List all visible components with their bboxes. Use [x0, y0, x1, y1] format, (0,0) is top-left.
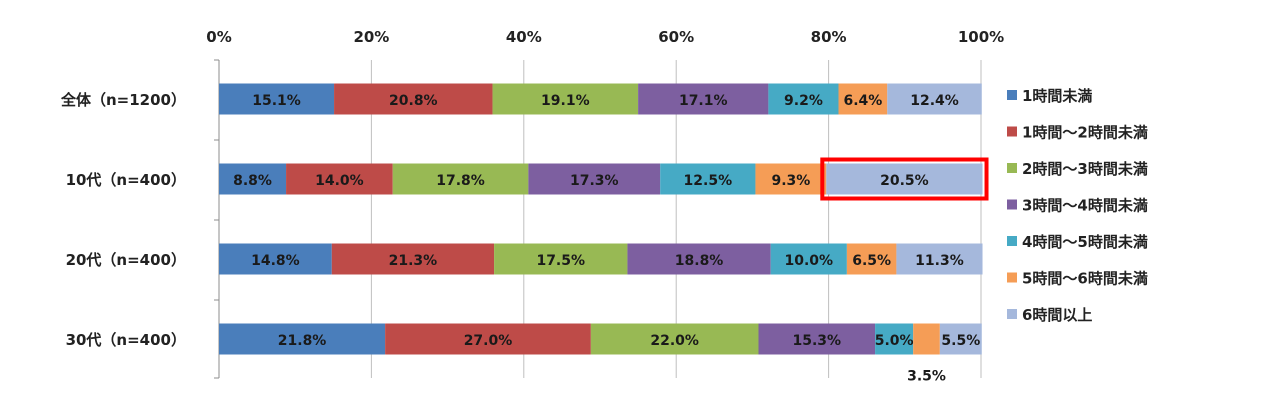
data-label: 20.8% — [389, 93, 438, 109]
x-axis-ticks: 0% 20% 40% 60% 80% 100% — [206, 28, 1004, 46]
legend-label: 3時間～4時間未満 — [1022, 197, 1148, 215]
bar-segment — [758, 323, 876, 355]
legend-label: 2時間～3時間未満 — [1022, 160, 1148, 178]
x-tick-label: 20% — [353, 28, 389, 46]
x-tick-label: 0% — [206, 28, 231, 46]
data-label: 17.8% — [436, 173, 485, 189]
data-label: 3.5% — [907, 369, 946, 385]
legend-swatch — [1007, 90, 1017, 100]
bar-segment — [392, 163, 529, 195]
data-label: 17.5% — [536, 253, 585, 269]
data-label: 20.5% — [880, 173, 929, 189]
x-tick-label: 80% — [811, 28, 847, 46]
legend-swatch — [1007, 309, 1017, 319]
bar-segment — [492, 83, 639, 115]
data-label: 17.1% — [679, 93, 728, 109]
category-label: 30代（n=400） — [66, 331, 186, 349]
bar-segment — [627, 243, 771, 275]
legend-swatch — [1007, 126, 1017, 137]
category-label: 全体（n=1200） — [60, 91, 186, 109]
bar-segment — [334, 83, 493, 115]
x-tick-label: 40% — [506, 28, 542, 46]
bar-segment — [768, 83, 839, 115]
bar-segment — [494, 243, 628, 275]
bar-segment — [286, 163, 393, 195]
category-label: 20代（n=400） — [66, 251, 186, 269]
data-label: 6.5% — [852, 253, 891, 269]
category-label: 10代（n=400） — [66, 171, 186, 189]
data-label: 10.0% — [784, 253, 833, 269]
bar-segment — [660, 163, 756, 195]
legend-swatch — [1007, 199, 1017, 210]
bar-segment — [331, 243, 495, 275]
data-label: 27.0% — [464, 333, 513, 349]
data-label: 5.0% — [875, 333, 914, 349]
bar-segment — [838, 83, 888, 115]
bar-segment — [219, 163, 287, 195]
data-label: 15.1% — [252, 93, 301, 109]
legend-label: 1時間未満 — [1022, 87, 1092, 105]
x-tick-label: 100% — [958, 28, 1004, 46]
bar-segment — [755, 163, 827, 195]
data-label: 15.3% — [792, 333, 841, 349]
bar-segment — [219, 323, 386, 355]
legend-swatch — [1007, 236, 1017, 246]
legend-label: 1時間～2時間未満 — [1022, 124, 1148, 142]
data-label: 5.5% — [941, 333, 980, 349]
legend-label: 5時間～6時間未満 — [1022, 270, 1148, 288]
bar-segment — [590, 323, 759, 355]
data-label: 9.2% — [784, 93, 823, 109]
bars: 15.1% 20.8% 19.1% 17.1% 9.2% 6.4% 12.4% 8.8% 14.… — [219, 83, 983, 385]
y-axis — [214, 59, 220, 379]
bar-segment — [939, 323, 982, 355]
data-label: 12.4% — [910, 93, 959, 109]
bar-segment — [887, 83, 982, 115]
data-label: 8.8% — [233, 173, 272, 189]
highlight-rect — [820, 157, 989, 201]
bar-segment — [896, 243, 983, 275]
data-label: 18.8% — [675, 253, 724, 269]
data-label: 21.8% — [278, 333, 327, 349]
data-label: 17.3% — [570, 173, 619, 189]
legend: 1時間未満 1時間～2時間未満 2時間～3時間未満 3時間～4時間未満 4時間～5時間未… — [1007, 87, 1148, 324]
data-label: 9.3% — [771, 173, 810, 189]
data-label: 12.5% — [684, 173, 733, 189]
bar-segment — [913, 323, 940, 355]
data-label: 14.8% — [251, 253, 300, 269]
data-label: 6.4% — [843, 93, 882, 109]
bar-segment — [826, 163, 983, 195]
legend-swatch — [1007, 163, 1017, 173]
bar-segment — [638, 83, 769, 115]
data-label: 19.1% — [541, 93, 590, 109]
data-label: 14.0% — [315, 173, 364, 189]
legend-swatch — [1007, 272, 1017, 283]
data-label: 11.3% — [915, 253, 964, 269]
category-labels: 全体（n=1200） 10代（n=400） 20代（n=400） 30代（n=400） — [60, 91, 186, 349]
legend-label: 4時間～5時間未満 — [1022, 233, 1148, 251]
data-label: 22.0% — [650, 333, 699, 349]
legend-label: 6時間以上 — [1022, 306, 1092, 324]
bar-segment — [219, 83, 335, 115]
bar-segment — [219, 243, 332, 275]
bar-segment — [846, 243, 897, 275]
data-label: 21.3% — [389, 253, 438, 269]
x-tick-label: 60% — [658, 28, 694, 46]
bar-segment — [528, 163, 661, 195]
bar-segment — [385, 323, 591, 355]
bar-segment — [770, 243, 847, 275]
bar-segment — [875, 323, 914, 355]
highlight-box — [820, 157, 989, 201]
